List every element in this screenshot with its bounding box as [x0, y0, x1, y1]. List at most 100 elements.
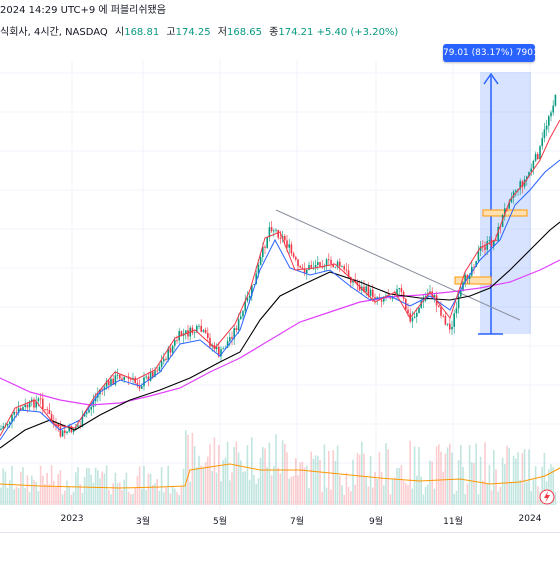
- volume-bar: [499, 486, 502, 505]
- measure-tool-label[interactable]: 79.01 (83.17%) 7901: [443, 44, 539, 62]
- volume-bar: [299, 462, 301, 505]
- candle-body: [152, 372, 154, 377]
- volume-bar: [387, 449, 389, 505]
- candle-body: [310, 264, 312, 268]
- volume-bar: [341, 485, 343, 505]
- candle-body: [112, 378, 114, 385]
- volume-bar: [431, 461, 433, 505]
- candle-body: [433, 295, 436, 298]
- volume-bar: [288, 478, 290, 505]
- candle-body: [209, 337, 211, 347]
- volume-bar: [182, 468, 185, 505]
- volume-bar: [409, 440, 411, 505]
- volume-bar: [86, 467, 88, 505]
- volume-bar: [453, 494, 455, 505]
- volume-bar: [510, 481, 513, 505]
- volume-bar: [314, 455, 317, 505]
- candle-body: [473, 266, 475, 268]
- volume-bar: [534, 466, 537, 505]
- candle-body: [321, 266, 323, 268]
- volume-bar: [13, 489, 15, 505]
- volume-bar: [317, 456, 319, 505]
- candle-body: [259, 257, 262, 265]
- volume-bar: [407, 485, 409, 505]
- candle-body: [59, 427, 62, 437]
- volume-bar: [292, 475, 295, 505]
- candle-body: [343, 266, 345, 270]
- volume-bar: [81, 492, 84, 505]
- candle-body: [442, 315, 444, 317]
- symbol-info[interactable]: 식회사, 4시간, NASDAQ: [0, 27, 108, 38]
- candle-body: [136, 382, 139, 387]
- volume-bar: [442, 471, 444, 505]
- candle-body: [486, 241, 488, 250]
- candle-body: [202, 330, 205, 332]
- candle-body: [154, 370, 156, 377]
- candle-body: [413, 316, 416, 318]
- candle-body: [143, 377, 145, 387]
- candle-body: [545, 125, 548, 130]
- candle-body: [103, 386, 106, 390]
- candle-body: [284, 236, 286, 241]
- volume-bar: [187, 434, 189, 505]
- time-label-may: 5월: [212, 517, 228, 527]
- volume-bar: [242, 471, 244, 505]
- candle-body: [444, 315, 447, 325]
- volume-bar: [277, 467, 279, 505]
- trendline[interactable]: [275, 209, 521, 321]
- candle-body: [215, 346, 218, 350]
- volume-bar: [191, 432, 194, 505]
- volume-bar: [218, 444, 220, 505]
- candle-body: [334, 266, 337, 268]
- candle-body: [222, 348, 224, 350]
- volume-bar: [174, 488, 176, 505]
- candle-body: [257, 264, 260, 274]
- candle-body: [552, 105, 554, 113]
- candle-body: [79, 425, 81, 427]
- volume-bar: [429, 460, 431, 505]
- volume-bar: [376, 478, 378, 505]
- candle-body: [196, 325, 198, 333]
- volume-bar: [420, 476, 422, 505]
- volume-bar: [374, 471, 376, 505]
- volume-bar: [411, 488, 414, 505]
- candle-body: [345, 269, 348, 271]
- candle-body: [88, 409, 90, 413]
- candle-body: [499, 226, 502, 228]
- ohlc-legend: 식회사, 4시간, NASDAQ 시168.81 고174.25 저168.65…: [0, 24, 560, 42]
- candle-body: [497, 226, 499, 242]
- candle-body: [328, 259, 330, 261]
- measure-range-box[interactable]: [480, 72, 531, 334]
- volume-bar: [345, 472, 348, 505]
- volume-bar: [521, 453, 524, 505]
- volume-bar: [541, 466, 543, 505]
- candle-body: [416, 312, 418, 317]
- volume-bar: [255, 483, 257, 505]
- volume-bar: [464, 493, 466, 505]
- candle-body: [451, 326, 453, 330]
- candle-body: [519, 181, 521, 190]
- candle-body: [350, 277, 352, 283]
- candle-body: [504, 208, 506, 216]
- volume-bar: [369, 456, 372, 505]
- candle-body: [75, 426, 77, 430]
- candle-body: [130, 378, 132, 380]
- candle-body: [92, 401, 95, 408]
- volume-bar: [211, 470, 213, 505]
- candle-body: [398, 288, 400, 290]
- lightning-bolt-icon[interactable]: [539, 489, 555, 505]
- volume-bar: [55, 487, 57, 505]
- volume-bar: [57, 474, 59, 505]
- volume-bar: [418, 446, 420, 505]
- candlesticks: [0, 94, 557, 439]
- candle-body: [396, 289, 398, 297]
- volume-bar: [193, 446, 196, 505]
- volume-bar: [477, 494, 480, 505]
- volume-bar: [251, 437, 253, 505]
- candle-body: [317, 262, 319, 265]
- volume-bar: [422, 494, 425, 505]
- zone-box-lower[interactable]: [454, 276, 492, 285]
- measure-arrow-head: [483, 72, 499, 85]
- candle-body: [176, 340, 178, 342]
